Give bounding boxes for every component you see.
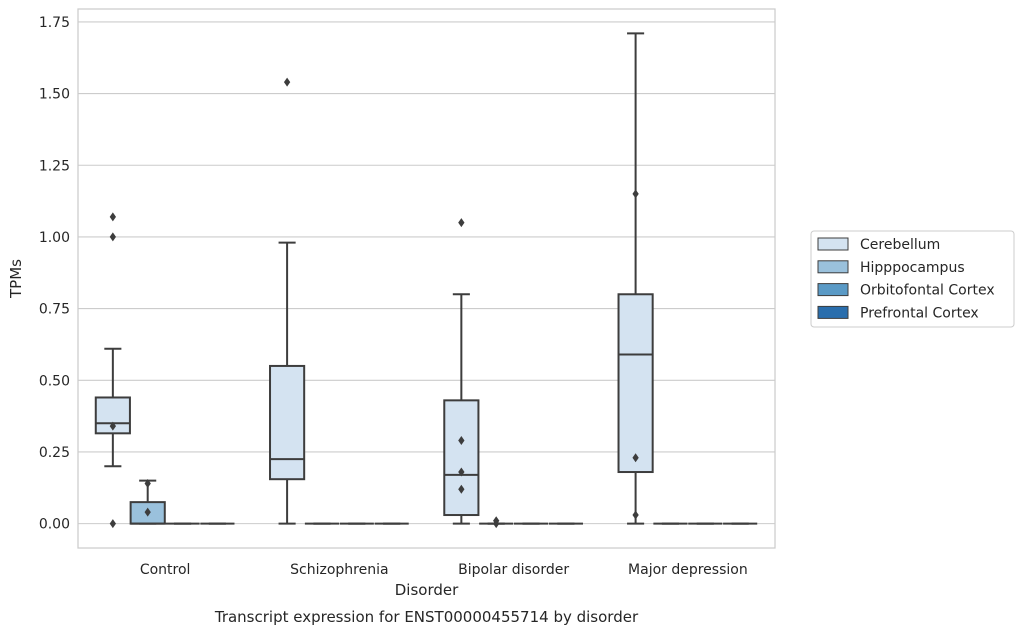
legend-swatch	[817, 305, 849, 319]
legend-label: Prefrontal Cortex	[860, 305, 979, 321]
outlier-point	[458, 218, 465, 228]
chart-caption: Transcript expression for ENST0000045571…	[214, 608, 639, 626]
box-group	[94, 212, 131, 529]
legend-swatch	[817, 260, 849, 274]
y-tick-label: 1.25	[39, 158, 70, 174]
outlier-point	[283, 77, 291, 87]
outlier-point	[109, 212, 116, 222]
plot-frame	[77, 8, 776, 549]
outlier-point	[109, 232, 116, 242]
y-axis-ticks: 0.00 0.25 0.50 0.75 1.00 1.25 1.50 1.75	[39, 15, 70, 533]
legend-label: Orbitofontal Cortex	[860, 283, 995, 299]
outlier-point	[458, 484, 465, 494]
y-tick-label: 1.75	[39, 15, 70, 31]
y-tick-label: 0.00	[39, 517, 70, 533]
outlier-point	[144, 478, 151, 488]
legend-frame	[810, 230, 1015, 328]
outlier-point	[144, 507, 151, 517]
outlier-point	[632, 189, 639, 199]
box-group	[443, 218, 480, 525]
outlier-point	[109, 421, 116, 431]
legend: Cerebellum Hipppocampus Orbitofontal Corte…	[810, 230, 1015, 328]
y-tick-label: 0.50	[39, 373, 70, 389]
box-group	[479, 516, 514, 529]
grid-lines	[78, 21, 775, 525]
box-body	[443, 399, 480, 517]
x-tick-label: Bipolar disorder	[458, 562, 569, 578]
y-axis-label: TPMs	[7, 259, 25, 299]
box-group	[617, 32, 654, 525]
outlier-point	[109, 519, 116, 529]
y-tick-label: 0.25	[39, 445, 70, 461]
x-axis-label: Disorder	[395, 581, 459, 599]
outlier-point	[493, 516, 500, 526]
box-body	[617, 293, 654, 474]
outlier-point	[632, 510, 639, 520]
x-axis-ticks: Control Schizophrenia Bipolar disorder Majo…	[140, 562, 748, 578]
y-tick-label: 0.75	[39, 302, 70, 318]
outlier-point	[458, 435, 465, 445]
y-tick-label: 1.50	[39, 87, 70, 103]
x-tick-label: Schizophrenia	[290, 562, 388, 578]
legend-label: Cerebellum	[860, 237, 940, 253]
box-group	[129, 478, 166, 525]
legend-swatch	[817, 237, 849, 251]
y-tick-label: 1.00	[39, 230, 70, 246]
legend-label: Hipppocampus	[860, 260, 965, 276]
x-tick-label: Major depression	[628, 562, 748, 578]
legend-swatch	[817, 283, 849, 297]
x-tick-label: Control	[140, 562, 191, 578]
box-group	[269, 77, 306, 525]
boxes	[94, 32, 758, 529]
box-body	[269, 364, 306, 481]
outlier-point	[458, 467, 465, 477]
outlier-point	[632, 453, 639, 463]
